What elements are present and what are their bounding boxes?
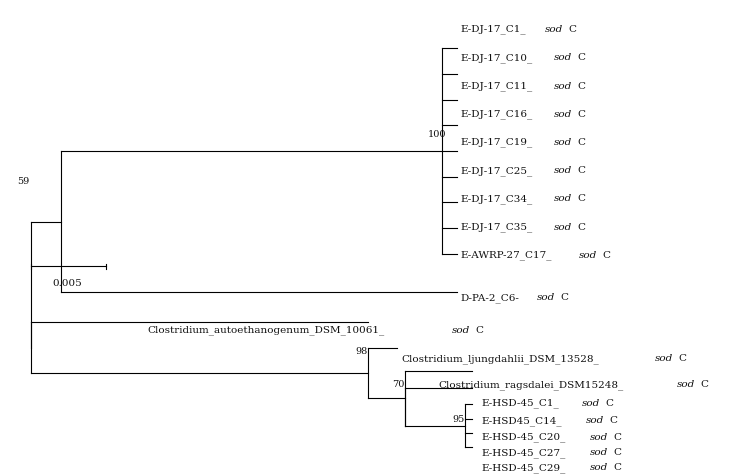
Text: sod: sod [554,138,572,147]
Text: sod: sod [554,223,572,232]
Text: Clostridium_ragsdalei_DSM15248_: Clostridium_ragsdalei_DSM15248_ [439,380,624,389]
Text: E-HSD45_C14_: E-HSD45_C14_ [482,416,562,426]
Text: C: C [578,223,585,232]
Text: E-HSD-45_C29_: E-HSD-45_C29_ [482,463,566,473]
Text: E-DJ-17_C1_: E-DJ-17_C1_ [461,25,526,35]
Text: sod: sod [554,194,572,203]
Text: sod: sod [676,380,695,389]
Text: C: C [614,433,622,442]
Text: sod: sod [554,110,572,119]
Text: C: C [609,417,617,426]
Text: C: C [560,293,568,302]
Text: E-DJ-17_C19_: E-DJ-17_C19_ [461,138,533,147]
Text: C: C [568,25,577,34]
Text: 70: 70 [392,380,405,389]
Text: sod: sod [554,82,572,91]
Text: E-DJ-17_C16_: E-DJ-17_C16_ [461,109,533,119]
Text: sod: sod [545,25,563,34]
Text: sod: sod [452,326,470,335]
Text: sod: sod [536,293,555,302]
Text: C: C [700,380,708,389]
Text: C: C [476,326,484,335]
Text: E-HSD-45_C20_: E-HSD-45_C20_ [482,433,566,442]
Text: C: C [578,110,585,119]
Text: sod: sod [554,53,572,62]
Text: sod: sod [578,251,597,260]
Text: sod: sod [590,448,608,457]
Text: C: C [614,464,622,473]
Text: sod: sod [554,166,572,175]
Text: 100: 100 [427,130,446,139]
Text: Clostridium_autoethanogenum_DSM_10061_: Clostridium_autoethanogenum_DSM_10061_ [147,326,384,335]
Text: C: C [578,194,585,203]
Text: 59: 59 [17,177,30,186]
Text: C: C [605,399,613,408]
Text: 98: 98 [356,347,368,356]
Text: E-DJ-17_C25_: E-DJ-17_C25_ [461,166,533,176]
Text: sod: sod [582,399,600,408]
Text: C: C [578,82,585,91]
Text: C: C [578,138,585,147]
Text: 0.005: 0.005 [53,279,82,288]
Text: sod: sod [586,417,604,426]
Text: E-DJ-17_C10_: E-DJ-17_C10_ [461,53,533,63]
Text: E-HSD-45_C27_: E-HSD-45_C27_ [482,448,566,458]
Text: C: C [578,166,585,175]
Text: C: C [578,53,585,62]
Text: 95: 95 [452,415,465,424]
Text: E-HSD-45_C1_: E-HSD-45_C1_ [482,399,560,408]
Text: E-DJ-17_C34_: E-DJ-17_C34_ [461,194,533,204]
Text: sod: sod [590,464,608,473]
Text: E-DJ-17_C35_: E-DJ-17_C35_ [461,222,533,232]
Text: D-PA-2_C6-: D-PA-2_C6- [461,293,520,303]
Text: C: C [602,251,610,260]
Text: Clostridium_ljungdahlii_DSM_13528_: Clostridium_ljungdahlii_DSM_13528_ [401,354,599,364]
Text: C: C [614,448,622,457]
Text: C: C [679,354,687,363]
Text: sod: sod [590,433,608,442]
Text: E-AWRP-27_C17_: E-AWRP-27_C17_ [461,250,553,260]
Text: E-DJ-17_C11_: E-DJ-17_C11_ [461,81,533,91]
Text: sod: sod [656,354,674,363]
